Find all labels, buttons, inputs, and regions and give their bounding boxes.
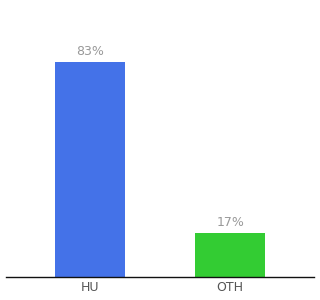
Bar — [55, 62, 125, 277]
Bar — [195, 233, 265, 277]
Text: 83%: 83% — [76, 46, 104, 59]
Text: 17%: 17% — [216, 216, 244, 229]
